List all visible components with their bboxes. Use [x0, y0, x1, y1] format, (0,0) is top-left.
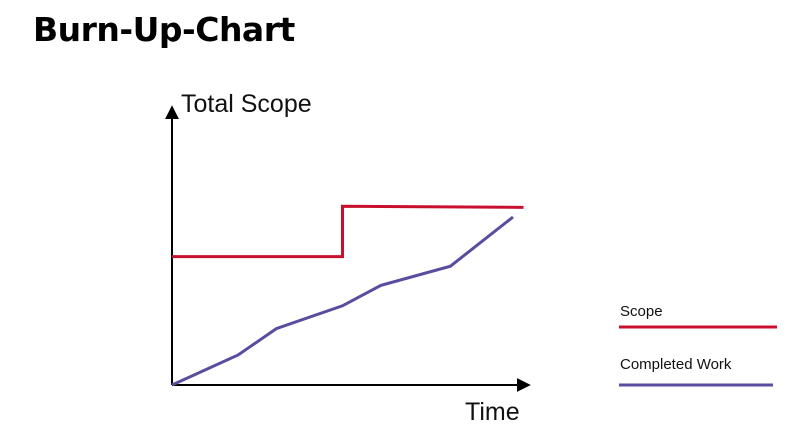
series-line-completed-work: [171, 215, 514, 387]
series-line-scope: [172, 204, 524, 259]
series-layer: [171, 204, 524, 387]
legend: Scope Completed Work: [619, 303, 777, 387]
legend-label-scope: Scope: [620, 303, 663, 320]
legend-label-completed-work: Completed Work: [620, 356, 732, 373]
x-axis-label: Time: [465, 398, 520, 426]
chart-title: Burn-Up-Chart: [33, 10, 295, 49]
y-axis-label: Total Scope: [181, 90, 312, 118]
